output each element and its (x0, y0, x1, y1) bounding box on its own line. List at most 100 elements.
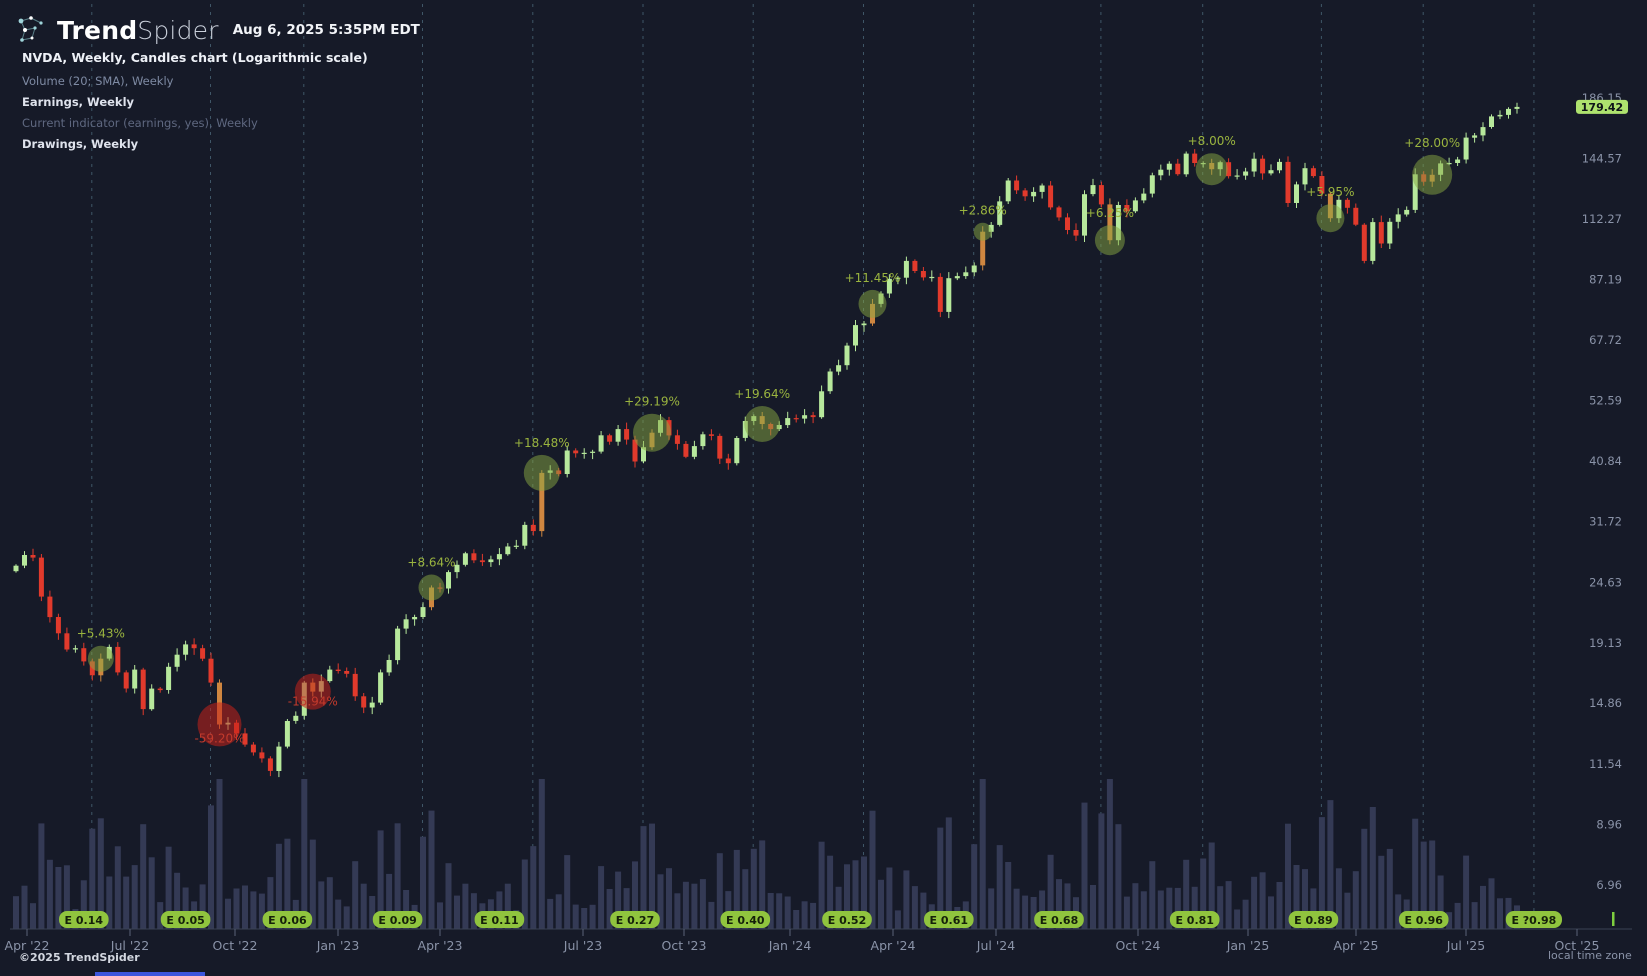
earnings-bubble (973, 222, 992, 241)
earnings-bubble (294, 673, 331, 710)
chart-datetime: Aug 6, 2025 5:35PM EDT (232, 22, 420, 38)
svg-text:179.42: 179.42 (1581, 101, 1623, 114)
y-axis-label: 31.72 (1589, 515, 1622, 529)
earnings-bubble (744, 406, 781, 442)
eps-badge (1288, 911, 1339, 928)
earnings-bubble (523, 454, 560, 491)
x-axis-label: Jul '23 (563, 938, 602, 953)
earnings-surprise-label: +28.00% (1404, 136, 1460, 150)
earnings-surprise-label: -15.94% (288, 695, 338, 709)
x-axis-label: Oct '24 (1116, 938, 1161, 953)
svg-text:E 0.52: E 0.52 (828, 914, 866, 927)
legend-current-indicator[interactable]: Current indicator (earnings, yes), Weekl… (22, 116, 258, 130)
earnings-bubble (633, 413, 671, 452)
earnings-surprise-label: +8.00% (1188, 134, 1236, 148)
y-axis[interactable]: 186.15144.57112.2787.1967.7252.5940.8431… (1582, 91, 1622, 892)
price-badge: 179.42 (1576, 99, 1628, 114)
eps-badge (372, 911, 423, 928)
legend-volume-indicator[interactable]: Volume (20; SMA), Weekly (22, 74, 174, 88)
earnings-surprise-label: -59.20% (194, 731, 244, 745)
y-axis-label: 112.27 (1582, 212, 1622, 226)
y-axis-label: 67.72 (1589, 333, 1622, 347)
svg-text:E 0.09: E 0.09 (378, 914, 416, 927)
y-axis-label: 52.59 (1589, 394, 1622, 408)
svg-text:E 0.81: E 0.81 (1175, 914, 1213, 927)
x-axis-label: Apr '23 (418, 938, 463, 953)
earnings-surprise-label: +5.43% (77, 627, 125, 641)
y-axis-label: 24.63 (1589, 575, 1622, 589)
eps-badge (822, 911, 872, 928)
earnings-surprise-label: +29.19% (624, 395, 680, 409)
eps-badge (1169, 911, 1220, 928)
copyright-label: ©2025 TrendSpider (19, 951, 140, 964)
earnings-surprise-label: +2.86% (959, 204, 1007, 218)
svg-text:E 0.96: E 0.96 (1404, 914, 1443, 927)
x-axis-label: Apr '25 (1334, 938, 1379, 953)
earnings-bubble (197, 702, 242, 747)
x-axis-label: Jul '25 (1446, 938, 1485, 953)
earnings-surprise-label: +18.48% (514, 436, 570, 450)
svg-text:E 0.61: E 0.61 (930, 914, 968, 927)
x-axis-label: Apr '24 (871, 938, 916, 953)
legend-drawings[interactable]: Drawings, Weekly (22, 137, 139, 151)
svg-text:E 0.14: E 0.14 (65, 914, 104, 927)
svg-text:E ?0.98: E ?0.98 (1511, 914, 1556, 927)
eps-badge (262, 911, 313, 928)
x-axis-label: Jul '24 (976, 938, 1015, 953)
eps-badge (610, 911, 660, 928)
legend-symbol-title[interactable]: NVDA, Weekly, Candles chart (Logarithmic… (22, 50, 368, 65)
x-axis-label: Jan '25 (1226, 938, 1270, 953)
y-axis-label: 6.96 (1596, 878, 1622, 892)
y-axis-label: 14.86 (1589, 696, 1622, 710)
svg-text:E 0.40: E 0.40 (726, 914, 765, 927)
earnings-surprise-label: +19.64% (734, 387, 790, 401)
x-axis[interactable]: Apr '22 Jul '22 Oct '22 Jan '23 Apr '23 Jul '… (5, 928, 1632, 953)
eps-badge (160, 911, 211, 928)
svg-text:E 0.89: E 0.89 (1294, 914, 1332, 927)
loading-bar (95, 972, 205, 976)
earnings-bubbles: +5.43% -59.20% -15.94% +8.64% +18.48% +29.19%… (77, 134, 1460, 747)
svg-text:E 0.27: E 0.27 (616, 914, 654, 927)
logo-row: Trend Spider Aug 6, 2025 5:35PM EDT (14, 14, 420, 46)
earnings-surprise-label: +11.45% (845, 271, 901, 285)
x-axis-label: Oct '25 (1555, 938, 1600, 953)
trendspider-logo-icon (14, 14, 48, 46)
y-axis-label: 40.84 (1589, 454, 1622, 468)
chart-legend: NVDA, Weekly, Candles chart (Logarithmic… (22, 50, 368, 158)
earnings-bubble (87, 645, 114, 672)
earnings-bubble (418, 574, 445, 601)
x-axis-label: Oct '23 (662, 938, 707, 953)
eps-badge (474, 911, 525, 928)
earnings-bubble (1195, 153, 1228, 186)
y-axis-label: 19.13 (1589, 636, 1622, 650)
svg-text:E 0.68: E 0.68 (1040, 914, 1078, 927)
earnings-bubble (1412, 154, 1453, 195)
y-axis-label: 144.57 (1582, 152, 1622, 166)
earnings-bubble (1094, 225, 1125, 256)
svg-text:E 0.11: E 0.11 (480, 914, 518, 927)
eps-badge (924, 911, 974, 928)
y-axis-label: 87.19 (1589, 273, 1622, 287)
earnings-surprise-label: +5.95% (1306, 185, 1354, 199)
x-axis-label: Jul '22 (110, 938, 149, 953)
legend-earnings-indicator[interactable]: Earnings, Weekly (22, 95, 135, 109)
earnings-bubble (858, 289, 887, 318)
svg-text:E 0.05: E 0.05 (166, 914, 204, 927)
brand-name-light: Spider (137, 15, 219, 45)
eps-badges: E 0.14 E 0.05 E 0.06 E 0.09 E 0.11 E 0.27 E 0.… (59, 911, 1562, 928)
y-axis-label: 8.96 (1596, 817, 1622, 831)
brand-name-bold: Trend (57, 15, 138, 45)
eps-badge (59, 911, 109, 928)
x-axis-label: Jan '24 (768, 938, 812, 953)
eps-badge (1398, 911, 1449, 928)
earnings-surprise-label: +8.64% (407, 556, 455, 570)
y-axis-label: 11.54 (1589, 757, 1622, 771)
timezone-label[interactable]: local time zone (1548, 949, 1632, 962)
svg-text:E 0.06: E 0.06 (268, 914, 307, 927)
eps-badge (1034, 911, 1084, 928)
x-axis-label: Apr '22 (5, 938, 50, 953)
x-axis-label: Oct '22 (213, 938, 258, 953)
x-axis-label: Jan '23 (316, 938, 360, 953)
